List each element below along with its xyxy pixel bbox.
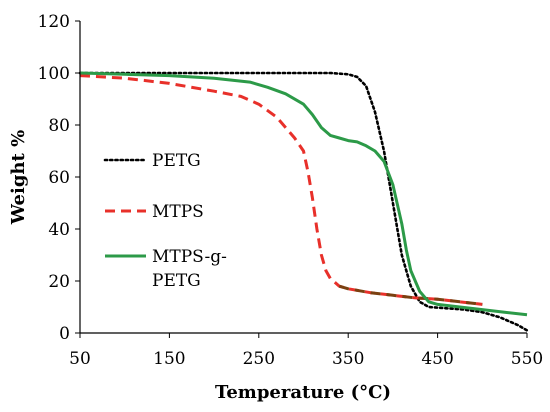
series-line-mtps-g-petg (79, 71, 528, 317)
series-line-mtps-tail (338, 284, 483, 306)
x-tick-label: 350 (332, 349, 364, 369)
y-tick-label: 120 (38, 12, 70, 32)
y-tick-labels: 0 20 40 60 80 100 120 (38, 12, 80, 344)
x-axis-title: Temperature (°C) (215, 382, 391, 403)
y-tick-label: 100 (38, 64, 70, 84)
y-axis-title: Weight % (8, 130, 29, 225)
x-tick-label: 250 (243, 349, 275, 369)
x-tick-label: 150 (153, 349, 185, 369)
series-line-mtps (79, 74, 483, 306)
y-tick-label: 80 (48, 116, 70, 136)
series-line-petg (78, 71, 529, 332)
legend-label-mtps: MTPS (152, 202, 204, 222)
legend-label-petg: PETG (152, 151, 201, 171)
legend-label-mtps-g-petg: PETG (152, 271, 201, 291)
plot-lines (78, 71, 529, 332)
x-tick-label: 550 (511, 349, 543, 369)
y-tick-label: 60 (48, 168, 70, 188)
legend-label-mtps-g-petg: MTPS-g- (152, 247, 227, 267)
x-tick-labels: 50 150 250 350 450 550 (69, 333, 543, 369)
x-tick-label: 50 (69, 349, 91, 369)
y-tick-label: 20 (48, 272, 70, 292)
x-tick-label: 450 (421, 349, 453, 369)
y-tick-label: 40 (48, 220, 70, 240)
y-tick-label: 0 (59, 324, 70, 344)
legend: PETG MTPS MTPS-g- PETG (103, 151, 227, 291)
